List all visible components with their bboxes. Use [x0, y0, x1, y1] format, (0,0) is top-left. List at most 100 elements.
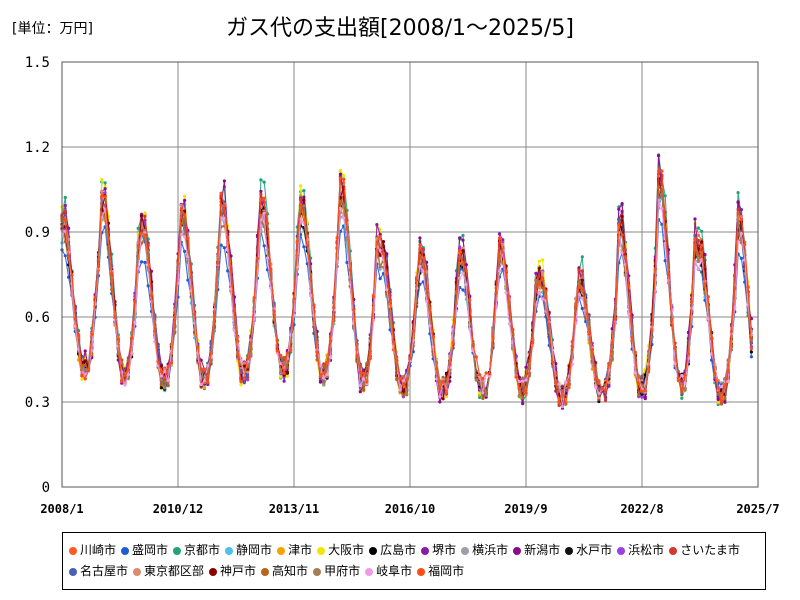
data-point — [749, 346, 754, 351]
data-point — [275, 349, 279, 353]
legend-label: 静岡市 — [236, 543, 273, 557]
data-point — [541, 286, 545, 290]
legend-label: 京都市 — [184, 543, 221, 557]
data-point — [130, 336, 134, 340]
data-point — [226, 235, 230, 239]
data-point — [371, 295, 376, 299]
data-point — [80, 373, 84, 377]
data-point — [666, 271, 671, 276]
data-point — [749, 355, 754, 359]
data-point — [680, 388, 684, 392]
data-point — [83, 372, 87, 376]
data-point — [501, 250, 505, 254]
data-point — [83, 368, 87, 372]
data-point — [700, 243, 704, 247]
data-point — [282, 356, 286, 360]
data-point — [206, 364, 210, 368]
data-point — [163, 376, 167, 380]
data-point — [577, 285, 581, 290]
data-point — [123, 383, 127, 387]
data-point — [501, 240, 505, 244]
data-point — [186, 237, 190, 241]
data-point — [143, 233, 147, 237]
data-point — [567, 382, 571, 386]
data-point — [83, 349, 87, 353]
data-point — [438, 395, 442, 399]
data-point — [471, 344, 475, 348]
data-point — [461, 249, 465, 253]
data-point — [534, 278, 538, 282]
data-point — [385, 272, 389, 276]
data-point — [696, 253, 700, 257]
legend-marker-icon — [417, 567, 426, 576]
data-point — [63, 254, 67, 258]
data-point — [242, 364, 246, 368]
legend-item: 福岡市 — [417, 561, 464, 581]
data-point — [680, 390, 684, 394]
data-point — [670, 317, 674, 322]
data-point — [464, 283, 468, 287]
data-point — [375, 240, 379, 244]
data-point — [90, 348, 94, 352]
data-point — [411, 329, 415, 333]
data-point — [448, 362, 452, 366]
x-tick-label: 2013/11 — [269, 502, 320, 516]
data-point — [521, 376, 525, 380]
data-point — [590, 348, 594, 352]
y-tick-label: 0.6 — [25, 310, 50, 326]
data-point — [262, 180, 266, 184]
data-point — [487, 374, 492, 378]
data-point — [501, 238, 505, 242]
y-tick-label: 0.9 — [25, 225, 50, 241]
data-point — [680, 373, 684, 378]
data-point — [86, 369, 91, 373]
legend-label: 盛岡市 — [132, 543, 169, 557]
data-point — [537, 291, 541, 295]
data-point — [173, 315, 177, 319]
data-point — [139, 231, 144, 235]
data-point — [103, 195, 107, 199]
data-point — [352, 308, 356, 312]
data-point — [103, 181, 107, 185]
data-point — [706, 317, 710, 321]
data-point — [342, 174, 346, 178]
data-point — [749, 350, 754, 354]
data-point — [259, 198, 263, 202]
data-point — [504, 291, 508, 295]
data-point — [126, 368, 130, 372]
data-point — [239, 359, 243, 363]
data-point — [239, 380, 243, 384]
data-point — [643, 397, 647, 401]
data-point — [146, 258, 150, 262]
data-point — [739, 256, 744, 260]
data-point — [299, 202, 303, 206]
data-point — [342, 177, 346, 182]
data-point — [368, 357, 372, 361]
data-point — [126, 373, 130, 377]
data-point — [739, 208, 744, 212]
data-point — [696, 259, 700, 263]
data-point — [458, 248, 462, 252]
legend-label: 浜松市 — [628, 543, 665, 557]
legend-label: 神戸市 — [220, 564, 257, 578]
data-point — [683, 381, 687, 385]
data-point — [309, 277, 313, 281]
data-point — [478, 373, 482, 377]
data-point — [560, 385, 565, 389]
data-point — [464, 268, 468, 272]
data-point — [461, 288, 465, 292]
data-point — [365, 380, 369, 384]
data-point — [660, 222, 664, 226]
data-point — [342, 204, 346, 208]
legend-item: 津市 — [277, 540, 312, 560]
data-point — [90, 332, 94, 336]
data-point — [719, 385, 724, 389]
data-point — [428, 306, 432, 310]
data-point — [219, 191, 223, 195]
data-point — [683, 373, 687, 377]
data-point — [302, 245, 306, 249]
data-point — [378, 277, 382, 281]
data-point — [710, 352, 714, 356]
data-point — [474, 355, 478, 359]
data-point — [193, 312, 197, 316]
